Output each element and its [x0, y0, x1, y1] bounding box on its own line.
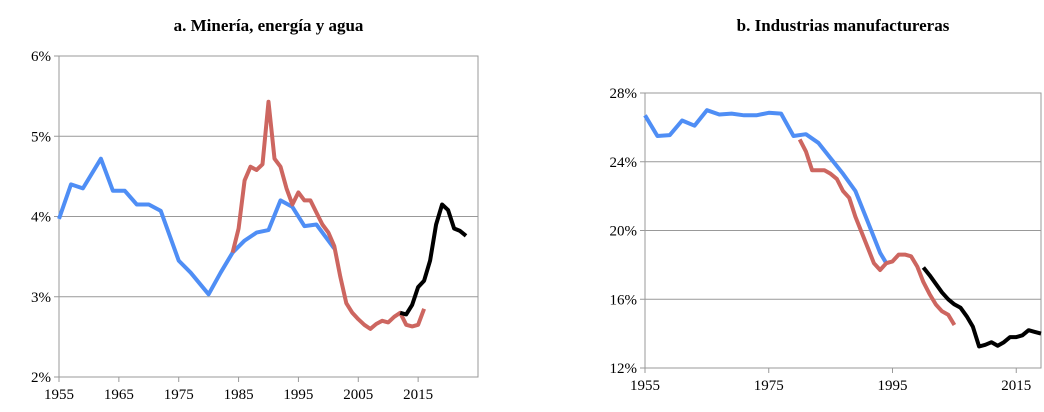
y-tick-label: 4% — [31, 210, 51, 226]
x-tick-label: 2005 — [343, 387, 373, 403]
x-tick-label: 1975 — [754, 378, 784, 394]
series-line — [57, 156, 336, 297]
y-tick-label: 2% — [31, 370, 51, 386]
x-tick-label: 1975 — [164, 387, 194, 403]
x-tick-label: 2015 — [1001, 378, 1031, 394]
y-tick-label: 16% — [610, 292, 638, 308]
x-tick-label: 1955 — [44, 387, 74, 403]
x-tick-label: 1955 — [630, 378, 660, 394]
y-tick-label: 20% — [610, 224, 638, 240]
series-line — [399, 202, 468, 317]
x-tick-label: 1985 — [224, 387, 254, 403]
x-tick-label: 1995 — [878, 378, 908, 394]
y-tick-label: 24% — [610, 155, 638, 171]
series-line — [797, 138, 957, 327]
x-tick-label: 2015 — [403, 387, 433, 403]
series-line — [643, 108, 889, 265]
plot-frame — [644, 92, 1042, 369]
series-line — [921, 266, 1042, 349]
chart-title: a. Minería, energía y agua — [174, 16, 364, 35]
y-tick-label: 5% — [31, 129, 51, 145]
y-tick-label: 12% — [610, 361, 638, 377]
x-tick-label: 1995 — [283, 387, 313, 403]
y-tick-label: 3% — [31, 290, 51, 306]
y-tick-label: 6% — [31, 49, 51, 65]
x-tick-label: 1965 — [104, 387, 134, 403]
y-tick-label: 28% — [610, 86, 638, 102]
series-line — [230, 99, 426, 331]
chart-title: b. Industrias manufactureras — [737, 16, 950, 35]
